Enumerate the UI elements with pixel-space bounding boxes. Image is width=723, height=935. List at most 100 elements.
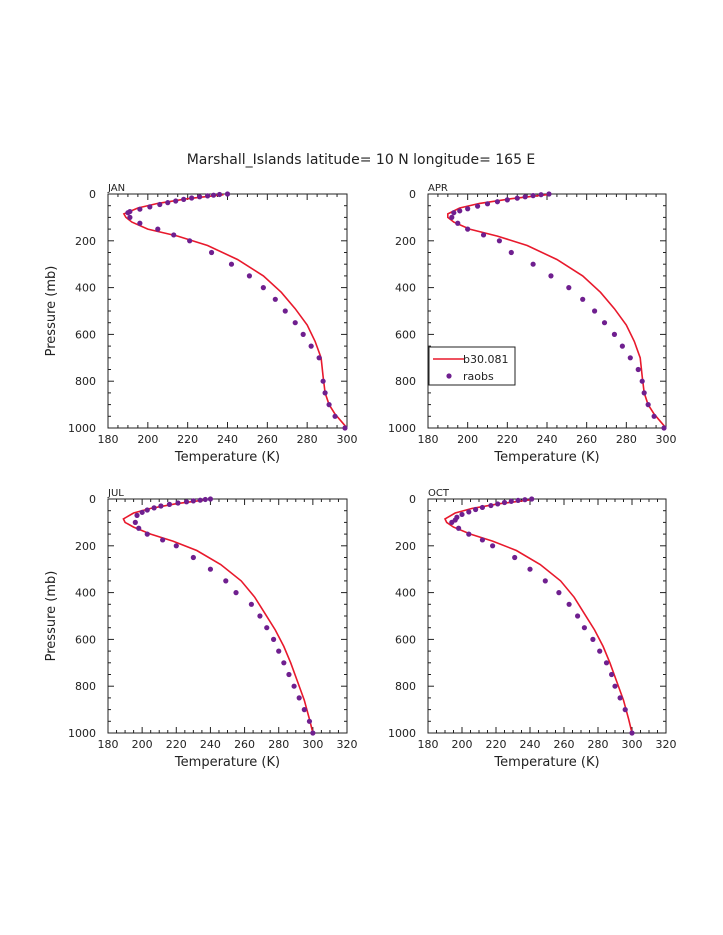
x-tick-label: 200 [457, 433, 478, 446]
plot-frame [107, 498, 348, 734]
data-point [466, 509, 472, 515]
data-point [257, 613, 263, 619]
panel-label: JAN [107, 183, 125, 194]
data-point [639, 378, 645, 384]
x-tick-label: 300 [302, 738, 323, 751]
data-point [173, 543, 179, 549]
y-tick-label: 200 [75, 235, 96, 248]
y-tick-label: 1000 [68, 422, 96, 435]
x-tick-label: 240 [200, 738, 221, 751]
data-point [132, 519, 138, 526]
y-tick-label: 400 [75, 587, 96, 600]
y-tick-label: 0 [89, 493, 96, 506]
data-point [165, 200, 171, 206]
data-point [508, 249, 514, 256]
x-tick-label: 260 [576, 433, 597, 446]
legend-label: raobs [463, 370, 494, 383]
data-point [542, 578, 548, 584]
data-point [527, 566, 533, 572]
y-axis-label: Pressure (mb) [44, 266, 59, 357]
x-tick-label: 260 [234, 738, 255, 751]
data-point [264, 625, 270, 631]
y-tick-label: 600 [395, 633, 416, 646]
y-tick-label: 0 [409, 493, 416, 506]
x-axis-label: Temperature (K) [493, 450, 599, 465]
y-tick-label: 1000 [388, 422, 416, 435]
data-point [281, 660, 287, 666]
data-point [166, 501, 173, 507]
data-point [342, 425, 348, 431]
data-point [661, 425, 667, 431]
y-tick-label: 1000 [68, 727, 96, 740]
data-point [617, 695, 623, 701]
data-point [301, 707, 307, 713]
data-point [270, 636, 277, 643]
y-tick-label: 400 [395, 587, 416, 600]
y-tick-label: 400 [395, 282, 416, 295]
x-tick-label: 300 [622, 738, 643, 751]
x-tick-label: 180 [418, 433, 439, 446]
x-tick-label: 280 [297, 433, 318, 446]
data-point [190, 498, 196, 504]
chart-panel-apr: APR 180 200 220 240 260 280 300 0 200 400 600 800 100… [388, 183, 677, 465]
data-point [522, 497, 528, 503]
data-point [223, 578, 229, 584]
x-tick-label: 220 [166, 738, 187, 751]
data-point [125, 210, 131, 216]
data-point [276, 648, 282, 654]
data-point [455, 220, 461, 226]
data-point [210, 192, 217, 198]
data-point [619, 343, 625, 349]
legend: b30.081 raobs [428, 346, 516, 386]
data-point [190, 554, 196, 561]
legend-box [428, 346, 516, 386]
data-point [155, 226, 161, 232]
data-point [291, 683, 297, 689]
data-point [609, 671, 615, 678]
data-point [260, 285, 266, 291]
data-point [556, 590, 562, 596]
data-point [137, 220, 143, 226]
data-point [204, 193, 211, 199]
data-point [601, 320, 608, 326]
data-point [488, 502, 494, 509]
x-axis-label: Temperature (K) [174, 450, 280, 465]
data-point [514, 195, 520, 201]
x-tick-label: 200 [452, 738, 473, 751]
data-point [151, 505, 157, 511]
legend-point-swatch [446, 373, 452, 379]
data-point [484, 201, 491, 207]
x-tick-label: 200 [137, 433, 158, 446]
data-point [592, 308, 598, 314]
data-point [580, 296, 586, 302]
y-tick-label: 600 [75, 328, 96, 341]
data-point [449, 214, 455, 220]
data-point [136, 525, 142, 531]
data-point [228, 261, 235, 267]
y-tick-label: 1000 [388, 727, 416, 740]
data-point [310, 730, 316, 736]
data-point [480, 232, 487, 238]
data-point [187, 238, 193, 244]
data-point [175, 500, 181, 506]
x-tick-label: 280 [268, 738, 289, 751]
data-point [501, 499, 508, 506]
y-tick-label: 800 [395, 680, 416, 693]
data-point [183, 499, 190, 505]
data-point [197, 497, 203, 503]
data-point [300, 331, 306, 337]
data-point [641, 390, 647, 396]
data-point [272, 296, 278, 302]
data-point [157, 201, 163, 208]
chart-panel-jan: JAN 180 200 220 240 260 280 300 0 200 400 600 800 100… [44, 183, 358, 465]
x-tick-label: 200 [132, 738, 153, 751]
data-point [286, 671, 292, 678]
data-point [457, 208, 463, 214]
data-point [479, 537, 485, 543]
data-point [332, 413, 338, 419]
data-point [611, 331, 618, 337]
data-point [207, 566, 214, 572]
chart-panel-oct: OCT 180 200 220 240 260 280 300 320 0 200 400 600 800… [388, 488, 677, 770]
data-point [504, 197, 510, 203]
